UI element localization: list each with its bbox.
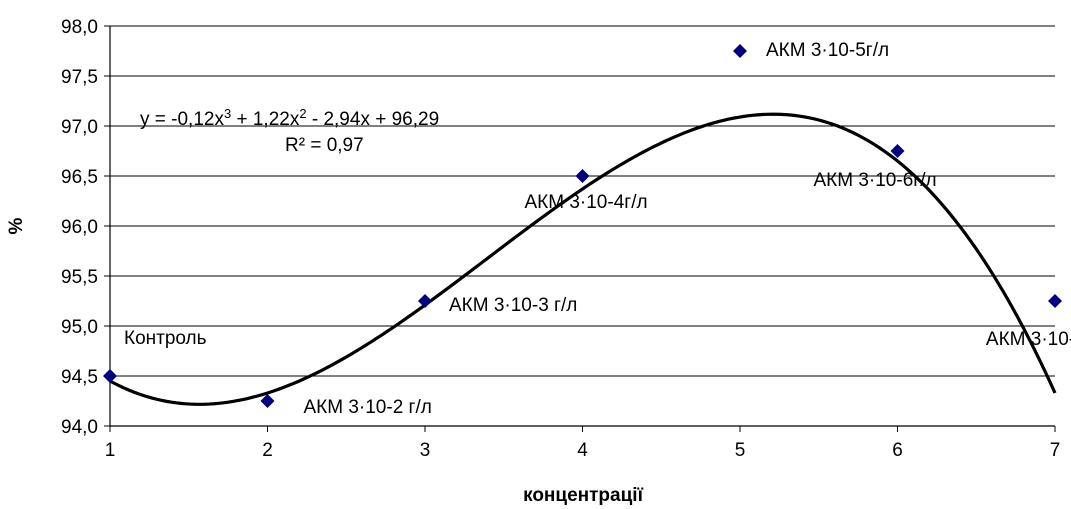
point-label: Контроль [124,328,207,349]
data-point-marker [103,369,117,383]
point-label: АКМ 3·10-7г/л [986,329,1071,350]
point-label: АКМ 3·10-6г/л [814,170,937,191]
y-tick-label: 96,0 [61,217,98,238]
y-tick-label: 98,0 [61,17,98,38]
y-tick-marks [104,25,110,427]
x-axis-title: концентрації [523,485,644,506]
y-tick-label: 96,5 [61,167,98,188]
data-points [103,44,1062,408]
x-tick-label: 5 [735,440,746,461]
data-point-marker [1048,294,1062,308]
x-tick-label: 2 [262,440,273,461]
y-tick-labels: 94,0 94,5 95,0 95,5 96,0 96,5 97,0 97,5 98,0 [61,17,98,438]
data-point-marker [733,44,747,58]
y-tick-label: 97,5 [61,67,98,88]
y-axis-title: % [6,217,27,234]
y-tick-label: 97,0 [61,117,98,138]
y-tick-label: 95,0 [61,317,98,338]
trendline-equation: y = -0,12x3 + 1,22x2 - 2,94x + 96,29 [140,106,439,131]
data-point-marker [890,144,905,158]
trendline [109,112,1057,406]
data-point-marker [260,394,275,408]
x-tick-label: 3 [420,440,431,461]
y-tick-label: 94,0 [61,417,98,438]
x-tick-label: 6 [892,440,903,461]
point-label: АКМ 3·10-4г/л [525,192,648,213]
data-point-marker [575,169,590,183]
data-point-marker [418,294,432,308]
point-label: АКМ 3·10-5г/л [766,40,889,61]
x-tick-label: 7 [1050,440,1061,461]
y-tick-label: 94,5 [61,367,98,388]
x-tick-labels: 1 2 3 4 5 6 7 [105,440,1061,461]
x-tick-label: 1 [105,440,116,461]
point-labels: Контроль АКМ 3·10-2 г/л АКМ 3·10-3 г/л АКМ … [124,40,1071,418]
x-tick-marks [109,426,1056,432]
point-label: АКМ 3·10-3 г/л [449,295,577,316]
x-tick-label: 4 [577,440,588,461]
point-label: АКМ 3·10-2 г/л [304,397,432,418]
y-tick-label: 95,5 [61,267,98,288]
r-squared-label: R² = 0,97 [285,135,364,156]
